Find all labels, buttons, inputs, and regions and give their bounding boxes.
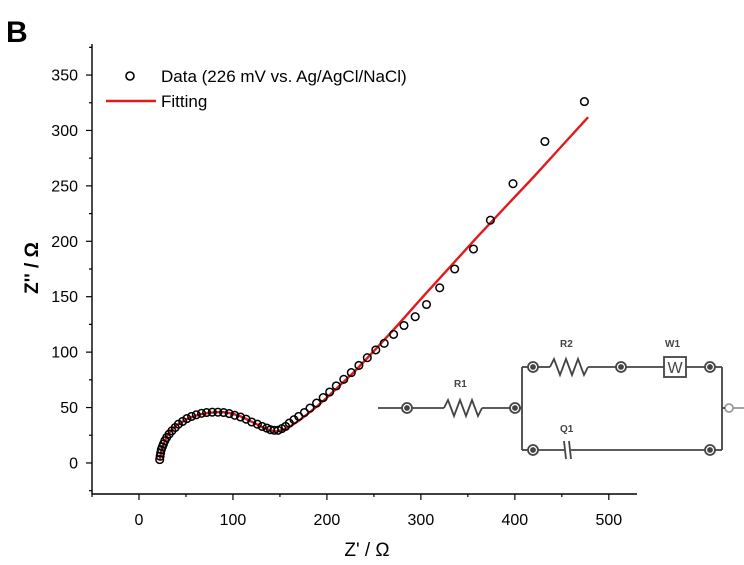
label-w-box: W xyxy=(667,360,683,377)
data-point xyxy=(485,215,495,225)
y-tick-label: 50 xyxy=(60,400,78,417)
legend-marker-data xyxy=(125,71,135,81)
data-point xyxy=(213,407,223,417)
data-point xyxy=(235,412,246,422)
data-point xyxy=(219,407,229,418)
circuit-node xyxy=(404,405,410,411)
data-point xyxy=(187,411,197,421)
x-tick-label: 300 xyxy=(408,512,435,529)
data-point xyxy=(339,374,349,384)
data-point xyxy=(540,136,550,147)
equivalent-circuit xyxy=(378,356,744,460)
data-point xyxy=(305,403,315,413)
data-point xyxy=(325,387,335,397)
data-point xyxy=(579,97,589,107)
data-point xyxy=(207,407,217,417)
data-point xyxy=(230,410,240,420)
data-point xyxy=(331,381,341,391)
data-point xyxy=(371,345,381,355)
data-point xyxy=(410,312,420,322)
data-point xyxy=(299,407,309,418)
y-tick-label: 350 xyxy=(51,68,78,85)
data-point xyxy=(379,338,389,348)
label-q1: Q1 xyxy=(560,424,574,435)
data-point xyxy=(421,299,432,310)
circuit-node xyxy=(618,364,624,370)
ticks: 0 50 100 150 200 250 300 350 0 100 200 300 400 500 xyxy=(51,46,622,529)
y-tick-label: 150 xyxy=(51,289,78,306)
x-tick-label: 200 xyxy=(314,512,341,529)
y-tick-label: 0 xyxy=(69,455,78,472)
circuit-terminal xyxy=(724,403,734,413)
data-point xyxy=(450,264,460,274)
series-line-fitting xyxy=(158,116,589,460)
label-r1: R1 xyxy=(454,379,467,390)
data-point xyxy=(508,179,518,189)
circuit-node xyxy=(707,447,713,453)
data-point xyxy=(182,414,192,424)
data-point xyxy=(468,244,479,254)
circuit-node xyxy=(530,447,536,453)
data-point xyxy=(202,407,212,418)
circuit-node xyxy=(512,405,518,411)
cpe-q1-plate xyxy=(568,440,572,460)
resistor-r2 xyxy=(549,356,589,378)
data-point xyxy=(155,455,165,465)
legend: Data (226 mV vs. Ag/AgCl/NaCl) Fitting xyxy=(106,67,407,111)
data-point xyxy=(257,421,267,431)
data-point xyxy=(155,451,165,461)
data-point xyxy=(399,320,409,331)
data-point xyxy=(252,419,262,429)
y-tick-label: 100 xyxy=(51,345,78,362)
data-point xyxy=(435,283,445,293)
data-point xyxy=(224,409,234,419)
x-tick-label: 100 xyxy=(220,512,247,529)
data-point xyxy=(318,393,328,403)
cpe-q1-plate xyxy=(563,440,567,460)
circuit-labels: R1 R2 W1 W Q1 xyxy=(454,339,683,435)
data-point xyxy=(191,410,201,420)
data-point xyxy=(312,398,322,408)
label-r2: R2 xyxy=(560,339,573,350)
panel-label: B xyxy=(6,16,28,49)
plot-area xyxy=(155,97,589,465)
data-point xyxy=(346,368,356,378)
legend-label-fitting: Fitting xyxy=(161,92,207,111)
x-tick-label: 0 xyxy=(135,512,144,529)
data-point xyxy=(196,408,207,418)
data-point xyxy=(389,329,399,339)
data-point xyxy=(247,417,257,427)
label-w1: W1 xyxy=(665,339,680,350)
x-tick-label: 500 xyxy=(595,512,622,529)
resistor-r1 xyxy=(443,397,483,419)
y-tick-label: 300 xyxy=(51,123,78,140)
x-axis-title: Z' / Ω xyxy=(344,540,389,561)
data-point xyxy=(362,353,372,363)
data-point xyxy=(354,360,364,370)
x-tick-label: 400 xyxy=(501,512,528,529)
y-axis-title: Z'' / Ω xyxy=(22,242,43,294)
y-tick-label: 250 xyxy=(51,178,78,195)
legend-label-data: Data (226 mV vs. Ag/AgCl/NaCl) xyxy=(161,67,407,86)
y-tick-label: 200 xyxy=(51,234,78,251)
circuit-node xyxy=(530,364,536,370)
circuit-node xyxy=(707,364,713,370)
